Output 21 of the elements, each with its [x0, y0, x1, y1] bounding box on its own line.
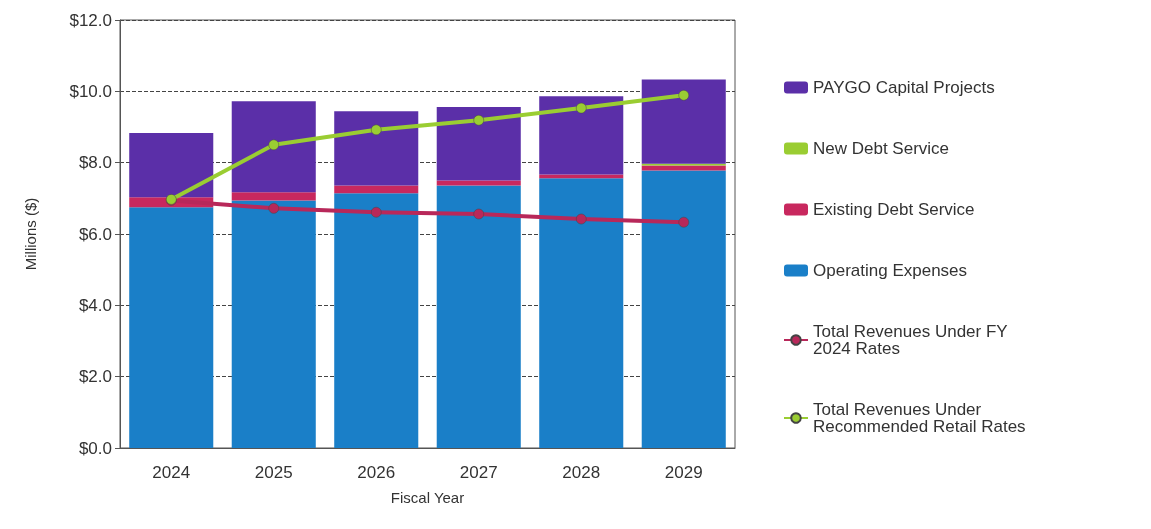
legend-label: New Debt Service — [813, 139, 950, 158]
y-tick-label: $6.0 — [78, 224, 112, 244]
legend-label: Operating Expenses — [813, 261, 968, 280]
y-tick-label: $0.0 — [78, 438, 112, 458]
legend-label: PAYGO Capital Projects — [813, 78, 995, 97]
legend-label: Total Revenues Under Recommended Retail Rates — [813, 400, 1026, 436]
x-axis-title: Fiscal Year — [390, 489, 465, 506]
y-tick-label: $8.0 — [78, 153, 112, 173]
x-tick-label: 2029 — [664, 463, 703, 482]
legend-label: Total Revenues Under FY 2024 Rates — [813, 322, 1013, 358]
y-tick-label: $2.0 — [78, 367, 112, 387]
x-tick-label: 2024 — [152, 463, 191, 482]
y-tick-label: $10.0 — [69, 81, 112, 101]
y-axis-title: Millions ($) — [22, 197, 39, 271]
legend-label: Existing Debt Service — [813, 200, 975, 219]
x-tick-label: 2028 — [562, 463, 601, 482]
x-tick-label: 2027 — [459, 463, 498, 482]
y-tick-label: $12.0 — [69, 10, 112, 30]
x-tick-label: 2025 — [254, 463, 293, 482]
y-tick-label: $4.0 — [78, 295, 112, 315]
x-tick-label: 2026 — [357, 463, 396, 482]
